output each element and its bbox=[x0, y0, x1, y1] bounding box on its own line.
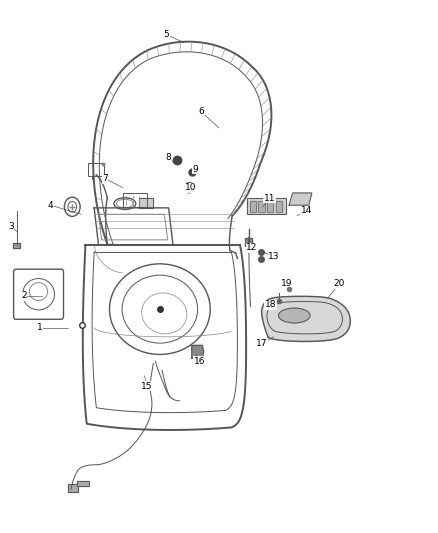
Polygon shape bbox=[261, 296, 350, 342]
Text: 17: 17 bbox=[256, 340, 268, 348]
Text: 13: 13 bbox=[268, 253, 279, 261]
Polygon shape bbox=[289, 193, 312, 205]
Bar bbox=[250, 201, 256, 212]
Text: 10: 10 bbox=[185, 183, 196, 192]
Bar bbox=[68, 484, 78, 492]
Text: 9: 9 bbox=[192, 165, 198, 174]
Bar bbox=[13, 243, 20, 248]
Text: 11: 11 bbox=[264, 194, 275, 203]
Bar bbox=[276, 201, 282, 212]
Bar bbox=[123, 193, 147, 207]
Text: 15: 15 bbox=[141, 382, 152, 391]
Text: 6: 6 bbox=[198, 108, 205, 116]
Text: 8: 8 bbox=[166, 153, 172, 161]
Bar bbox=[276, 201, 282, 212]
Text: 12: 12 bbox=[246, 244, 258, 252]
Text: 7: 7 bbox=[102, 174, 108, 183]
Bar bbox=[139, 198, 153, 208]
Bar bbox=[77, 481, 89, 486]
Text: 16: 16 bbox=[194, 357, 205, 366]
Bar bbox=[258, 201, 265, 212]
Bar bbox=[139, 198, 153, 208]
Text: 3: 3 bbox=[8, 222, 14, 231]
Text: 4: 4 bbox=[48, 201, 53, 209]
Bar bbox=[13, 243, 20, 248]
Bar bbox=[267, 201, 273, 212]
Bar bbox=[88, 163, 104, 176]
Text: 14: 14 bbox=[301, 206, 312, 215]
Text: 1: 1 bbox=[36, 324, 42, 332]
Bar bbox=[77, 481, 89, 486]
Text: 2: 2 bbox=[21, 292, 27, 300]
Bar bbox=[68, 484, 78, 492]
Bar bbox=[247, 198, 286, 214]
Bar bbox=[250, 201, 256, 212]
Polygon shape bbox=[192, 345, 204, 358]
Bar bbox=[245, 238, 252, 246]
Text: 20: 20 bbox=[334, 279, 345, 288]
Text: 5: 5 bbox=[163, 30, 170, 39]
Text: 18: 18 bbox=[265, 301, 276, 309]
Bar bbox=[267, 201, 273, 212]
Bar bbox=[258, 201, 265, 212]
Bar bbox=[247, 198, 286, 214]
Bar bbox=[245, 238, 252, 246]
Text: 19: 19 bbox=[281, 279, 293, 288]
Ellipse shape bbox=[279, 308, 310, 323]
